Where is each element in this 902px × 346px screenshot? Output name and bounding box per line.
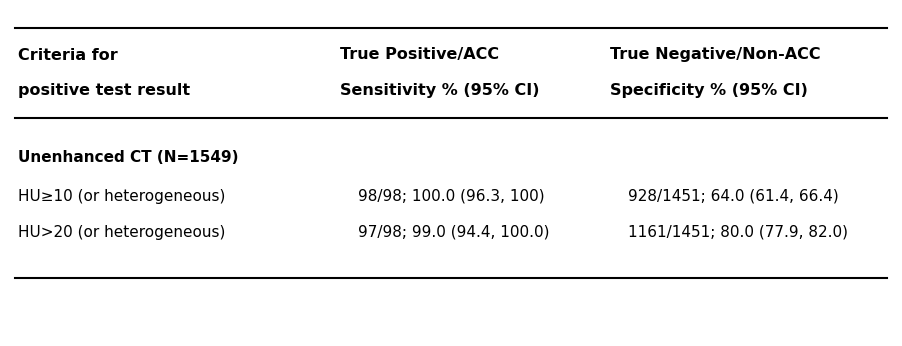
Text: True Positive/ACC: True Positive/ACC xyxy=(340,47,499,63)
Text: 98/98; 100.0 (96.3, 100): 98/98; 100.0 (96.3, 100) xyxy=(358,189,545,203)
Text: HU≥10 (or heterogeneous): HU≥10 (or heterogeneous) xyxy=(18,189,226,203)
Text: HU>20 (or heterogeneous): HU>20 (or heterogeneous) xyxy=(18,225,226,239)
Text: Criteria for: Criteria for xyxy=(18,47,118,63)
Text: 97/98; 99.0 (94.4, 100.0): 97/98; 99.0 (94.4, 100.0) xyxy=(358,225,549,239)
Text: Sensitivity % (95% CI): Sensitivity % (95% CI) xyxy=(340,82,539,98)
Text: Unenhanced CT (N=1549): Unenhanced CT (N=1549) xyxy=(18,151,238,165)
Text: Specificity % (95% CI): Specificity % (95% CI) xyxy=(610,82,808,98)
Text: 1161/1451; 80.0 (77.9, 82.0): 1161/1451; 80.0 (77.9, 82.0) xyxy=(628,225,848,239)
Text: 928/1451; 64.0 (61.4, 66.4): 928/1451; 64.0 (61.4, 66.4) xyxy=(628,189,839,203)
Text: positive test result: positive test result xyxy=(18,82,190,98)
Text: True Negative/Non-ACC: True Negative/Non-ACC xyxy=(610,47,821,63)
